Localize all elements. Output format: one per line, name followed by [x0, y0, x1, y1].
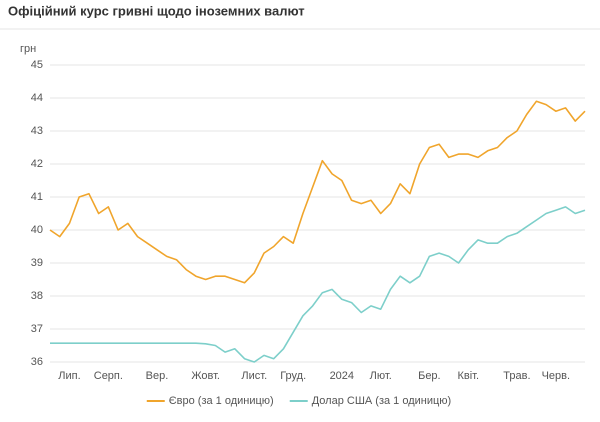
x-tick-label: Серп.: [94, 370, 123, 382]
x-tick-label: Черв.: [542, 370, 570, 382]
legend-label: Долар США (за 1 одиницю): [312, 395, 452, 407]
x-tick-label: Вер.: [146, 370, 169, 382]
chart-title: Офіційний курс гривні щодо іноземних вал…: [8, 3, 305, 18]
x-tick-label: Лют.: [370, 370, 392, 382]
x-tick-label: Бер.: [418, 370, 441, 382]
y-tick-label: 36: [31, 356, 43, 368]
x-tick-label: Жовт.: [191, 370, 220, 382]
x-tick-label: Трав.: [503, 370, 530, 382]
legend-label: Євро (за 1 одиницю): [169, 395, 274, 407]
y-tick-label: 43: [31, 125, 43, 137]
y-tick-label: 41: [31, 191, 43, 203]
y-tick-label: 45: [31, 59, 43, 71]
x-tick-label: Груд.: [280, 370, 306, 382]
line-series: [49, 100, 586, 284]
x-tick-label: 2024: [330, 370, 354, 382]
line-series: [50, 206, 586, 363]
x-tick-label: Квіт.: [457, 370, 479, 382]
y-tick-label: 42: [31, 158, 43, 170]
y-tick-label: 40: [31, 224, 43, 236]
y-tick-label: 44: [31, 92, 43, 104]
y-tick-label: 37: [31, 323, 43, 335]
y-tick-label: 38: [31, 290, 43, 302]
x-tick-label: Лист.: [241, 370, 267, 382]
y-axis-label: грн: [20, 43, 36, 55]
y-tick-label: 39: [31, 257, 43, 269]
x-tick-label: Лип.: [58, 370, 80, 382]
